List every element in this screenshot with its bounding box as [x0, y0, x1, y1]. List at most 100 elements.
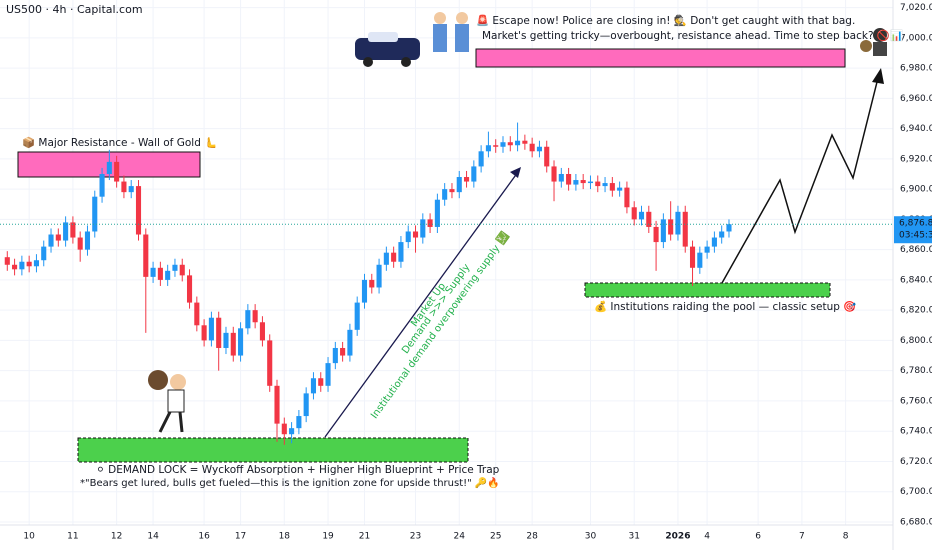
candle-body — [325, 363, 331, 386]
candle-body — [267, 340, 273, 386]
x-tick-label: 28 — [526, 532, 538, 542]
last-price-label: 6,876.8 — [899, 219, 932, 229]
y-tick-label: 6,800.0 — [900, 336, 932, 346]
candle-body — [544, 146, 550, 167]
runner-figure — [860, 28, 887, 56]
candle-body — [602, 183, 608, 187]
candle-body — [471, 166, 477, 182]
candle-body — [675, 211, 681, 235]
candle-body — [77, 237, 83, 250]
candle-body — [653, 226, 659, 243]
candle-body — [689, 246, 696, 268]
y-tick-label: 7,000.0 — [900, 33, 932, 43]
candle-body — [347, 329, 353, 356]
candle-body — [70, 222, 76, 238]
x-tick-label: 7 — [799, 532, 805, 542]
candle-body — [580, 180, 586, 184]
candle-body — [63, 222, 69, 241]
candle-body — [26, 261, 32, 267]
candle-body — [340, 347, 346, 356]
candle-body — [515, 140, 521, 146]
candle-body — [259, 322, 265, 341]
candle-body — [128, 186, 134, 193]
candle-body — [463, 177, 470, 182]
candle-body — [376, 264, 382, 288]
candle-body — [223, 332, 229, 348]
thief-figure — [148, 370, 186, 433]
police-officers — [433, 12, 469, 52]
x-tick-label: 19 — [322, 532, 334, 542]
candle-body — [92, 196, 98, 232]
candle-body — [573, 180, 579, 185]
candle-body — [427, 219, 433, 227]
candle-body — [485, 145, 491, 152]
projection-path — [721, 77, 879, 284]
y-tick-label: 6,700.0 — [900, 487, 932, 497]
candle-body — [12, 264, 18, 270]
candle-body — [296, 416, 302, 429]
x-tick-label: 30 — [585, 532, 597, 542]
trend-arrow — [324, 171, 519, 438]
candle-body — [245, 310, 251, 329]
candle-body — [33, 260, 40, 267]
candle-body — [697, 252, 703, 268]
annotation: ⚪ DEMAND LOCK = Wyckoff Absorption + Hig… — [96, 464, 500, 476]
y-tick-label: 6,740.0 — [900, 427, 932, 437]
y-tick-label: 6,820.0 — [900, 306, 932, 316]
last-price-box — [894, 216, 932, 244]
x-tick-label: 14 — [147, 532, 159, 542]
candle-body — [310, 378, 317, 394]
candle-body — [318, 378, 324, 386]
candle-body — [566, 173, 572, 185]
candle-body — [361, 279, 368, 303]
candle-body — [682, 211, 688, 247]
candle-body — [106, 161, 112, 174]
candle-body — [281, 423, 287, 435]
candle-body — [179, 264, 185, 276]
x-tick-label: 6 — [755, 532, 761, 542]
police-car — [355, 32, 420, 67]
y-tick-label: 7,020.0 — [900, 3, 932, 13]
candle-body — [617, 187, 623, 191]
institution-zone — [584, 282, 831, 298]
candle-body — [186, 275, 193, 303]
y-tick-label: 6,900.0 — [900, 185, 932, 195]
candle-body — [587, 181, 594, 184]
y-tick-label: 6,680.0 — [900, 517, 932, 527]
chart-title: US500 · 4h · Capital.com — [6, 3, 143, 16]
annotation: 📦 Major Resistance - Wall of Gold 🫷 — [22, 137, 218, 149]
candle-body — [631, 207, 637, 220]
candle-body — [252, 310, 258, 323]
y-tick-label: 6,960.0 — [900, 94, 932, 104]
candle-body — [99, 173, 105, 197]
x-tick-label: 21 — [359, 532, 370, 542]
candle-body — [456, 177, 462, 193]
x-tick-label: 23 — [410, 532, 421, 542]
candle-body — [449, 189, 455, 193]
candle-body — [114, 161, 120, 182]
y-tick-label: 6,980.0 — [900, 64, 932, 74]
candle-body — [135, 186, 142, 235]
candle-body — [551, 166, 557, 182]
candle-body — [208, 317, 214, 341]
x-tick-label: 10 — [23, 532, 35, 542]
candle-body — [230, 332, 236, 356]
candle-body — [383, 252, 389, 265]
y-tick-label: 6,840.0 — [900, 275, 932, 285]
top-zone — [475, 48, 846, 68]
candle-body — [150, 267, 156, 277]
candle-body — [609, 183, 615, 191]
y-tick-label: 6,860.0 — [900, 245, 932, 255]
candle-body — [507, 142, 513, 146]
candle-body — [668, 219, 674, 235]
candle-body — [536, 146, 542, 152]
x-tick-label: 2026 — [665, 532, 690, 542]
candle-body — [55, 234, 61, 241]
candle-body — [157, 267, 163, 280]
demand-zone — [77, 437, 469, 463]
candle-body — [638, 211, 645, 220]
candle-body — [216, 317, 222, 348]
candle-body — [369, 279, 375, 288]
candle-body — [143, 234, 149, 277]
